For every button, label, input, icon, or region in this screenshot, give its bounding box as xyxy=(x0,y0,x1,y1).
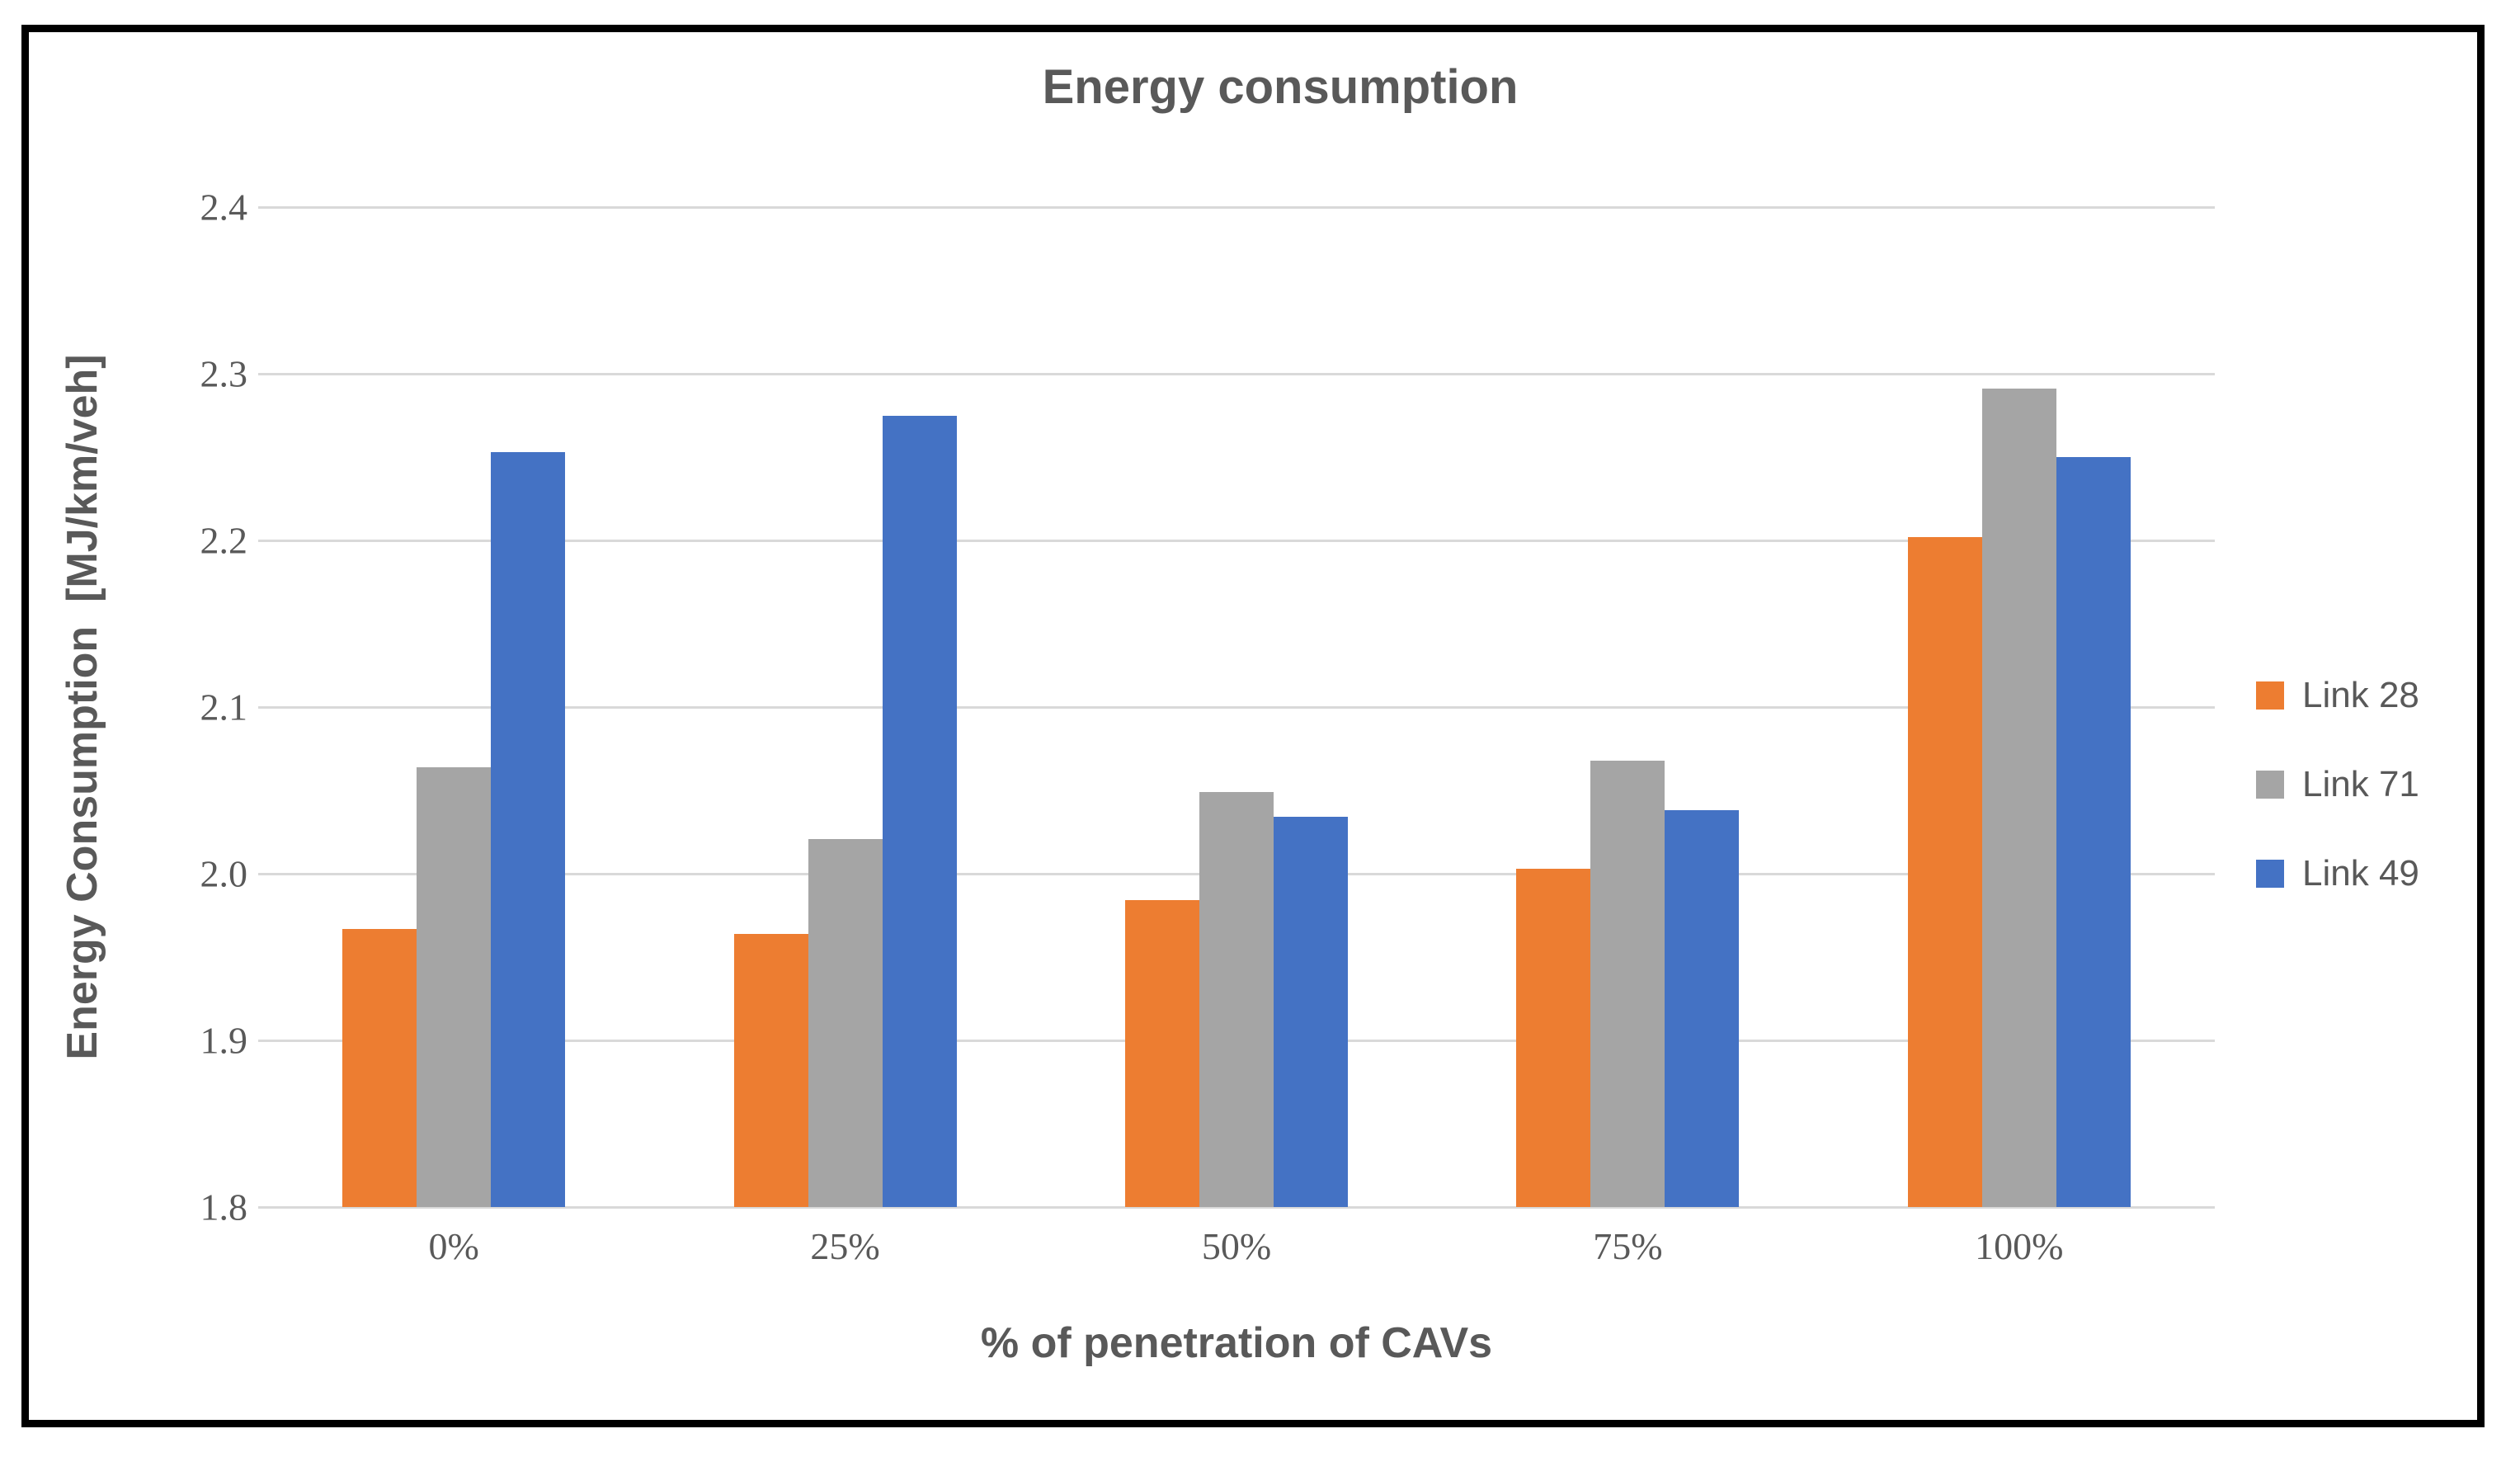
bar-link-71 xyxy=(1981,389,2056,1207)
y-tick-label: 1.9 xyxy=(200,1019,248,1062)
legend-item: Link 71 xyxy=(2256,764,2419,805)
legend-label: Link 28 xyxy=(2302,675,2419,715)
y-tick-label: 2.4 xyxy=(200,186,248,229)
legend-label: Link 49 xyxy=(2302,853,2419,894)
bar-link-28 xyxy=(1907,536,1982,1207)
bar-link-49 xyxy=(491,451,566,1207)
y-axis-labels: 2.4 2.3 2.2 2.1 2.0 1.9 1.8 xyxy=(115,186,248,1228)
bar-link-49 xyxy=(882,415,957,1207)
gridline xyxy=(258,706,2215,709)
gridline xyxy=(258,1206,2215,1209)
bar-group xyxy=(649,207,1040,1207)
y-tick-label: 1.8 xyxy=(200,1186,248,1228)
bar-link-49 xyxy=(1665,810,1740,1207)
x-tick-label: 0% xyxy=(428,1225,479,1267)
x-tick-label: 75% xyxy=(1593,1225,1663,1267)
x-axis-title: % of penetration of CAVs xyxy=(980,1319,1493,1367)
y-tick-label: 2.1 xyxy=(200,686,248,728)
bar-link-28 xyxy=(1124,900,1199,1207)
legend-label: Link 71 xyxy=(2302,764,2419,804)
x-tick-label: 50% xyxy=(1201,1225,1272,1267)
gridline xyxy=(258,539,2215,542)
legend-swatch-icon xyxy=(2256,681,2284,710)
bar-link-71 xyxy=(808,838,883,1207)
bar-group xyxy=(1824,207,2215,1207)
bar-link-71 xyxy=(417,766,492,1207)
bar-link-49 xyxy=(1273,817,1348,1207)
chart-title: Energy consumption xyxy=(1042,60,1519,114)
legend-item: Link 28 xyxy=(2256,675,2419,716)
gridline xyxy=(258,372,2215,375)
y-tick-label: 2.3 xyxy=(200,352,248,395)
bar-group xyxy=(1432,207,1823,1207)
plot-area xyxy=(258,206,2215,1209)
gridline xyxy=(258,206,2215,209)
y-tick-label: 2.0 xyxy=(200,852,248,895)
y-axis-title: Energy Consumption [MJ/km/veh] xyxy=(59,354,106,1060)
bar-link-28 xyxy=(1516,868,1591,1207)
bar-group xyxy=(258,207,649,1207)
bar-link-49 xyxy=(2056,457,2131,1207)
bar-link-28 xyxy=(342,928,417,1207)
bar-link-71 xyxy=(1590,760,1665,1207)
y-tick-label: 2.2 xyxy=(200,519,248,562)
bar-link-71 xyxy=(1199,792,1274,1207)
legend-swatch-icon xyxy=(2256,771,2284,799)
x-tick-label: 100% xyxy=(1975,1225,2064,1267)
bar-group xyxy=(1041,207,1432,1207)
legend-item: Link 49 xyxy=(2256,853,2419,894)
legend: Link 28 Link 71 Link 49 xyxy=(2256,675,2419,942)
x-axis-labels: 0% 25% 50% 75% 100% xyxy=(258,1224,2215,1282)
x-tick-label: 25% xyxy=(810,1225,880,1267)
bar-link-28 xyxy=(733,933,808,1207)
legend-swatch-icon xyxy=(2256,860,2284,888)
